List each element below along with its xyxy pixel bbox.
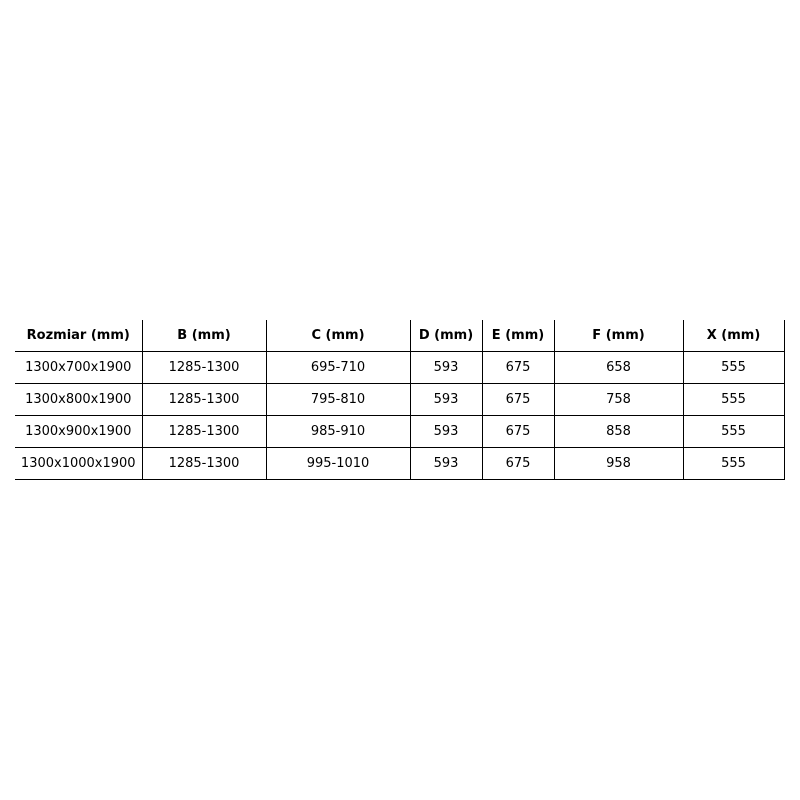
table-row: 1300x700x1900 1285-1300 695-710 593 675 658 55… bbox=[15, 351, 785, 384]
table-cell: 658 bbox=[553, 351, 683, 384]
table-cell: 555 bbox=[682, 351, 785, 384]
table-cell: 675 bbox=[481, 351, 554, 384]
table-cell: 555 bbox=[682, 447, 785, 480]
table-row: 1300x1000x1900 1285-1300 995-1010 593 675 958… bbox=[15, 447, 785, 480]
table-cell: 1285-1300 bbox=[141, 351, 266, 384]
table-cell: 675 bbox=[481, 383, 554, 416]
column-header: X (mm) bbox=[682, 320, 785, 352]
table-row: 1300x800x1900 1285-1300 795-810 593 675 758 55… bbox=[15, 383, 785, 416]
table-cell: 675 bbox=[481, 415, 554, 448]
table-cell: 1300x800x1900 bbox=[15, 383, 142, 416]
table-cell: 1300x700x1900 bbox=[15, 351, 142, 384]
table-body: 1300x700x1900 1285-1300 695-710 593 675 658 55… bbox=[15, 351, 785, 480]
table-cell: 555 bbox=[682, 383, 785, 416]
table-cell: 695-710 bbox=[265, 351, 410, 384]
column-header: E (mm) bbox=[481, 320, 554, 352]
table-cell: 675 bbox=[481, 447, 554, 480]
table-row: 1300x900x1900 1285-1300 985-910 593 675 858 55… bbox=[15, 415, 785, 448]
table-cell: 1285-1300 bbox=[141, 447, 266, 480]
table-cell: 593 bbox=[409, 351, 482, 384]
table-cell: 1300x1000x1900 bbox=[15, 447, 142, 480]
table-cell: 555 bbox=[682, 415, 785, 448]
table-cell: 795-810 bbox=[265, 383, 410, 416]
table-header: Rozmiar (mm) B (mm) C (mm) D (mm) E (mm) F (m… bbox=[15, 320, 785, 352]
column-header: Rozmiar (mm) bbox=[15, 320, 142, 352]
column-header: F (mm) bbox=[553, 320, 683, 352]
table-cell: 1285-1300 bbox=[141, 383, 266, 416]
table-cell: 985-910 bbox=[265, 415, 410, 448]
table-cell: 593 bbox=[409, 415, 482, 448]
table-cell: 1300x900x1900 bbox=[15, 415, 142, 448]
table-cell: 1285-1300 bbox=[141, 415, 266, 448]
table-cell: 758 bbox=[553, 383, 683, 416]
column-header: B (mm) bbox=[141, 320, 266, 352]
table-cell: 958 bbox=[553, 447, 683, 480]
table-cell: 593 bbox=[409, 383, 482, 416]
table-cell: 858 bbox=[553, 415, 683, 448]
table-cell: 593 bbox=[409, 447, 482, 480]
column-header: D (mm) bbox=[409, 320, 482, 352]
column-header: C (mm) bbox=[265, 320, 410, 352]
table-cell: 995-1010 bbox=[265, 447, 410, 480]
spec-table: Rozmiar (mm) B (mm) C (mm) D (mm) E (mm) F (m… bbox=[15, 320, 785, 480]
header-row: Rozmiar (mm) B (mm) C (mm) D (mm) E (mm) F (m… bbox=[15, 320, 785, 352]
